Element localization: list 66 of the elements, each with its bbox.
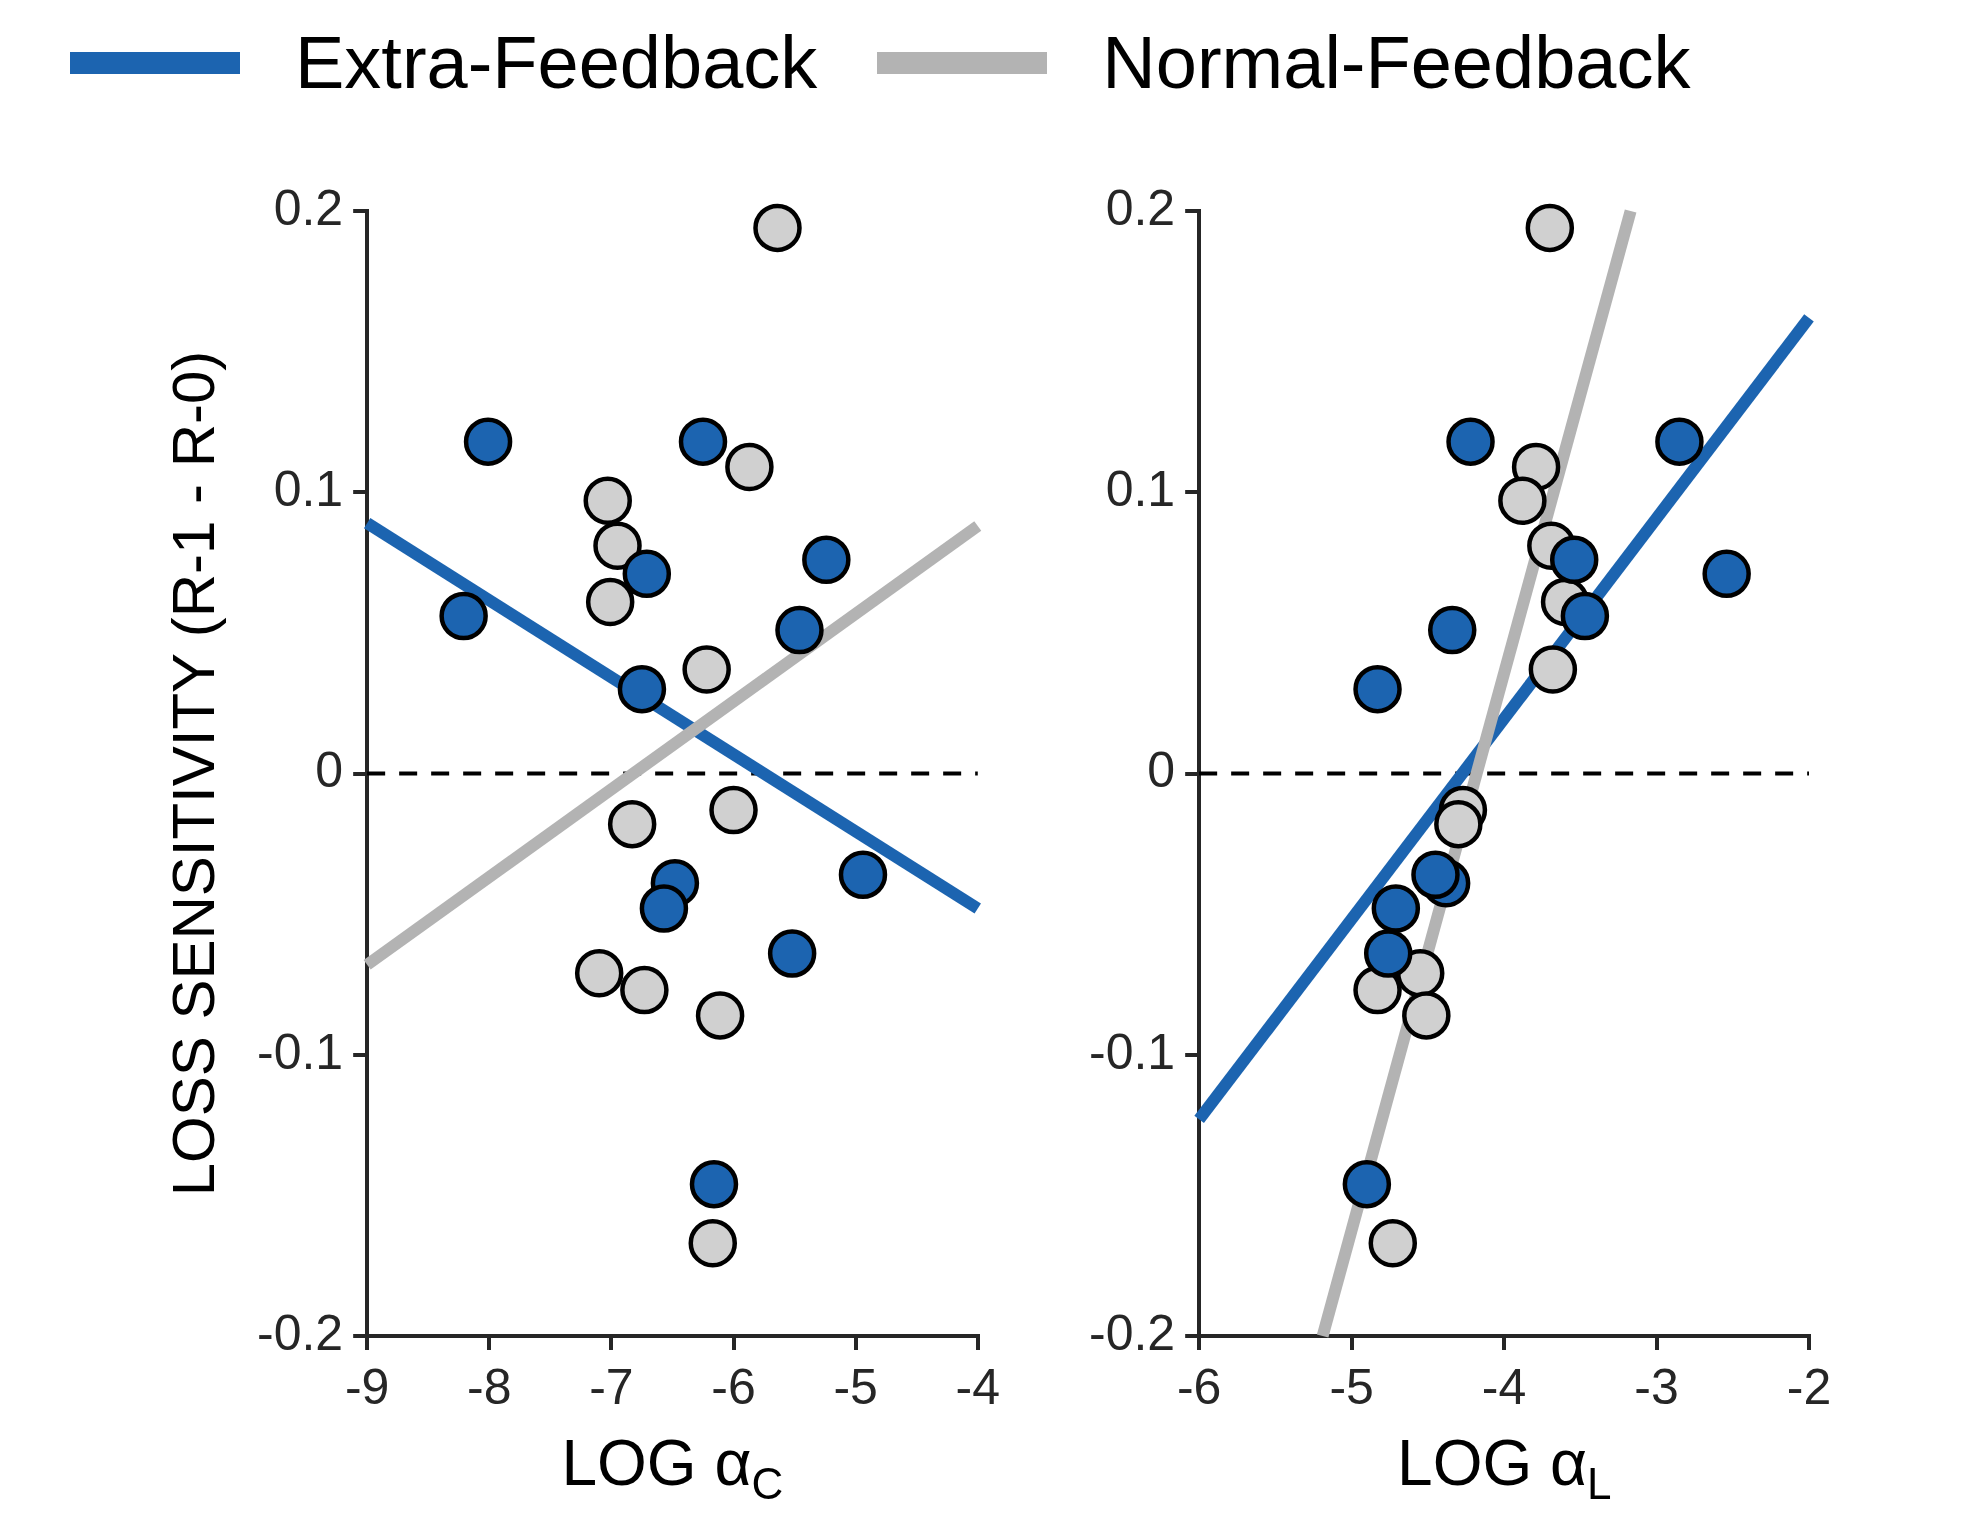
point: [639, 884, 689, 933]
point: [682, 645, 731, 694]
point: [688, 1218, 738, 1268]
point: [753, 203, 802, 253]
x-tick-label: -5: [1329, 1358, 1374, 1415]
point: [1655, 417, 1704, 466]
point: [585, 577, 635, 627]
y-tick-label: 0.2: [1105, 179, 1176, 236]
x-tick-label: -7: [589, 1358, 634, 1415]
x-tick-label: -8: [467, 1358, 512, 1415]
point: [1528, 645, 1578, 694]
x-tick-label: -9: [344, 1358, 390, 1415]
point: [617, 664, 667, 714]
point: [1371, 884, 1421, 933]
x-tick-label: -5: [833, 1358, 878, 1415]
point: [689, 1159, 739, 1209]
point: [1427, 605, 1477, 655]
point: [1498, 476, 1547, 525]
point: [767, 929, 817, 978]
point: [1402, 991, 1451, 1040]
point: [1353, 664, 1402, 714]
point: [1363, 929, 1413, 978]
point: [1342, 1159, 1392, 1209]
point: [1702, 549, 1751, 599]
x-tick-label: -6: [711, 1358, 756, 1415]
point: [1525, 203, 1575, 253]
y-tick-label: -0.2: [1088, 1304, 1176, 1361]
point: [583, 476, 632, 525]
point: [622, 549, 672, 599]
x-axis-title: LOG α$_{C}$: [561, 1426, 784, 1509]
x-axis-title: LOG α$_{L}$: [1397, 1426, 1612, 1509]
point: [1446, 417, 1495, 466]
point: [1368, 1218, 1418, 1268]
y-tick-label: 0.1: [273, 461, 344, 518]
point: [1411, 850, 1460, 899]
point: [1560, 591, 1610, 641]
point: [607, 799, 657, 849]
y-tick-label: -0.2: [256, 1304, 344, 1361]
point: [439, 591, 488, 641]
y-tick-label: 0.2: [273, 179, 344, 236]
point: [593, 521, 642, 570]
y-tick-label: 0: [1147, 742, 1176, 799]
x-tick-label: -4: [955, 1358, 1001, 1415]
point: [1549, 535, 1599, 584]
x-tick-label: -6: [1176, 1358, 1222, 1415]
point: [725, 442, 774, 492]
y-axis-title: LOSS SENSITIVITY (R-1 - R-0): [159, 350, 227, 1197]
y-tick-label: 0.1: [1105, 461, 1176, 518]
x-tick-label: -4: [1481, 1358, 1527, 1415]
legend-label: Normal-Feedback: [1102, 20, 1691, 105]
y-tick-label: -0.1: [256, 1023, 344, 1080]
y-tick-label: 0: [315, 742, 344, 799]
point: [775, 605, 824, 655]
x-tick-label: -3: [1634, 1358, 1679, 1415]
point: [802, 535, 851, 584]
point: [620, 965, 669, 1015]
point: [709, 785, 758, 835]
point: [838, 850, 888, 899]
y-tick-label: -0.1: [1088, 1023, 1176, 1080]
point: [678, 417, 728, 466]
point: [574, 948, 624, 998]
x-tick-label: -2: [1786, 1358, 1832, 1415]
legend-label: Extra-Feedback: [295, 20, 818, 105]
point: [1434, 799, 1483, 849]
point: [695, 991, 745, 1040]
point: [463, 417, 513, 466]
